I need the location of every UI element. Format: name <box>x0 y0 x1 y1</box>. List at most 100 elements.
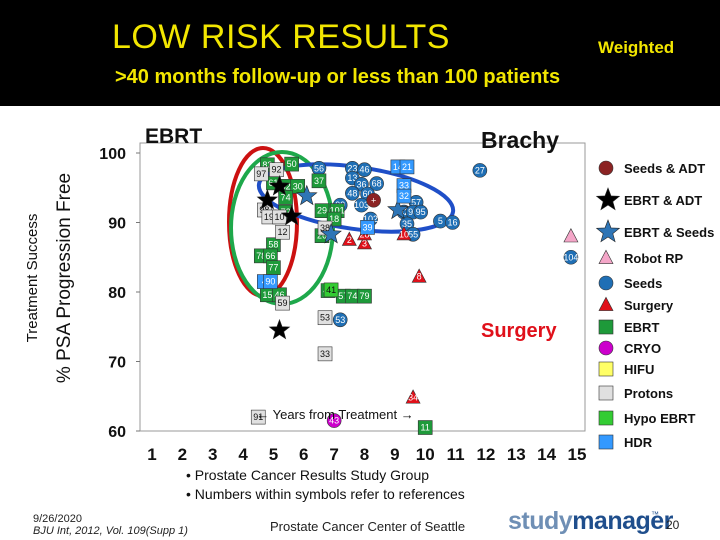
x-tick-label: 1 <box>147 445 156 464</box>
legend-marker <box>598 385 614 401</box>
data-point <box>396 225 412 241</box>
data-point <box>323 282 339 298</box>
data-point-label: 53 <box>335 315 345 325</box>
x-tick-label: 4 <box>238 445 248 464</box>
x-tick-label: 10 <box>416 445 435 464</box>
y-tick-label: 80 <box>108 285 126 302</box>
data-point-label: 10 <box>274 212 284 222</box>
data-point <box>269 162 284 177</box>
ebrt-annotation: EBRT <box>145 125 202 148</box>
data-point-label: 60 <box>363 189 373 199</box>
x-tick-label: 13 <box>507 445 526 464</box>
data-point-label: 11 <box>421 423 430 433</box>
data-point <box>263 274 278 289</box>
data-point <box>332 312 348 328</box>
legend-marker <box>598 275 614 291</box>
data-point <box>268 318 291 340</box>
data-point <box>399 159 415 175</box>
data-point-label: 37 <box>314 176 324 186</box>
data-point <box>278 190 293 205</box>
legend-label: EBRT & Seeds <box>624 225 714 240</box>
legend-label: Seeds <box>624 276 662 291</box>
legend-marker <box>598 249 614 264</box>
legend-item: Hypo EBRT <box>598 410 696 426</box>
note-2: • Numbers within symbols refer to refere… <box>186 486 465 502</box>
data-point <box>253 166 269 182</box>
legend-marker <box>598 361 614 377</box>
legend-item: Protons <box>598 385 673 401</box>
x-tick-label: 6 <box>299 445 308 464</box>
legend-label: Seeds & ADT <box>624 161 705 176</box>
data-point-label: 34 <box>408 393 418 403</box>
data-point <box>280 204 303 226</box>
data-point-label: 43 <box>329 416 339 426</box>
data-point-label: 74 <box>347 291 357 301</box>
x-tick-label: 11 <box>447 445 465 464</box>
legend-label: EBRT & ADT <box>624 193 702 208</box>
data-point <box>345 186 360 201</box>
data-point-label: 33 <box>399 181 409 191</box>
data-point <box>387 198 409 220</box>
data-point-label: 14 <box>393 162 403 172</box>
data-point-label: 36 <box>356 179 366 189</box>
data-point <box>317 310 333 326</box>
legend-item: HDR <box>598 434 653 450</box>
data-point <box>311 173 327 189</box>
data-point <box>341 231 357 246</box>
legend-item: Robot RP <box>598 249 684 266</box>
data-point <box>317 346 333 362</box>
data-point-label: 57 <box>411 197 421 207</box>
data-point-label: 12 <box>278 227 288 237</box>
data-point-label: 58 <box>268 240 278 250</box>
x-tick-label: 5 <box>269 445 278 464</box>
data-point <box>284 156 299 172</box>
data-point <box>445 215 460 230</box>
data-point-label: 101 <box>330 206 345 216</box>
legend-label: Robot RP <box>624 251 684 266</box>
legend-label: EBRT <box>624 320 659 335</box>
legend-marker <box>598 319 614 335</box>
data-point-label: 79 <box>359 291 369 301</box>
legend-item: Seeds <box>598 275 662 291</box>
data-point-label: 103 <box>354 200 369 210</box>
data-point-label: 8 <box>417 272 422 282</box>
data-point <box>275 295 290 311</box>
data-point-label: 23 <box>347 163 357 173</box>
data-point-label: 97 <box>256 169 266 179</box>
data-point-label: + <box>371 195 376 205</box>
note-1: • Prostate Cancer Results Study Group <box>186 467 430 483</box>
data-point-label: 56 <box>314 163 324 173</box>
y-tick-label: 70 <box>108 355 126 372</box>
footer-date: 9/26/2020 <box>33 513 82 525</box>
data-point <box>295 184 318 206</box>
legend-item: EBRT & Seeds <box>595 219 714 243</box>
data-point-label: 78 <box>256 251 266 261</box>
weighted-label: Weighted <box>598 38 675 57</box>
data-point-label: 2 <box>347 235 352 245</box>
legend-item: EBRT & ADT <box>595 187 702 211</box>
plot-frame <box>139 142 586 432</box>
legend-label: HDR <box>624 435 653 450</box>
x-tick-label: 7 <box>329 445 338 464</box>
data-point-label: 41 <box>326 285 336 295</box>
legend-marker <box>598 340 614 356</box>
data-point <box>357 162 372 177</box>
legend-marker <box>595 187 621 211</box>
data-point-label: 26 <box>317 231 327 241</box>
legend-marker <box>595 219 621 243</box>
data-point-label: 5 <box>438 216 443 226</box>
data-point-label: 38 <box>320 223 330 233</box>
data-point-label: 27 <box>475 165 485 175</box>
data-point <box>360 220 375 235</box>
data-point <box>250 409 266 425</box>
data-point-label: 77 <box>268 263 278 273</box>
data-point-label: 53 <box>320 313 330 323</box>
data-point-label: 35 <box>402 219 412 229</box>
data-point-label: 55 <box>408 229 418 239</box>
data-point <box>411 268 427 283</box>
x-tick-label: 2 <box>178 445 187 464</box>
data-point-label: 90 <box>265 277 275 287</box>
data-point-label: 66 <box>265 251 275 261</box>
data-point-label: 94 <box>408 207 418 217</box>
